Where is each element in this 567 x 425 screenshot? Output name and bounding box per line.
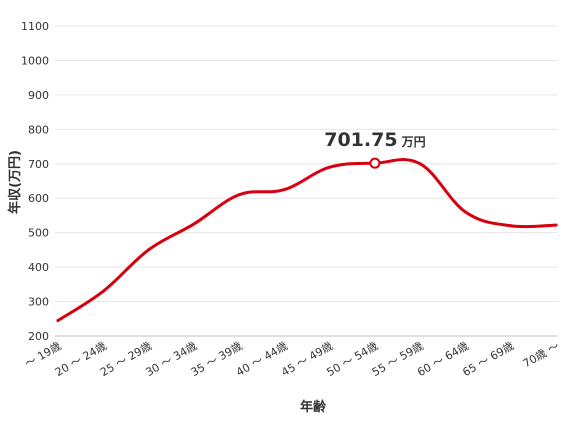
- y-axis-ticks: 200 300 400 500 600 700 800 900 1000 1100: [21, 20, 49, 343]
- y-tick-label: 400: [28, 261, 49, 274]
- y-tick-label: 1100: [21, 20, 49, 33]
- data-point: [463, 210, 467, 214]
- x-tick-label: 65 ～ 69歳: [460, 339, 516, 379]
- y-axis-title: 年収(万円): [7, 150, 23, 214]
- peak-value-label: 701.75: [324, 129, 397, 151]
- peak-callout: 701.75 万円: [324, 129, 425, 151]
- series-layer: [56, 158, 558, 322]
- grid-lines: [55, 25, 558, 337]
- y-tick-label: 1000: [21, 54, 49, 67]
- series-line-0: [56, 158, 558, 322]
- y-tick-label: 300: [28, 296, 49, 309]
- y-tick-label: 500: [28, 227, 49, 240]
- data-point: [237, 193, 241, 197]
- y-tick-label: 900: [28, 89, 49, 102]
- peak-marker: [369, 157, 381, 169]
- data-point: [147, 248, 151, 252]
- data-point: [101, 289, 105, 293]
- x-axis-title: 年齢: [300, 399, 327, 415]
- y-tick-label: 200: [28, 330, 49, 343]
- annotation-layer: 701.75 万円: [324, 129, 426, 169]
- data-point: [509, 224, 513, 228]
- data-point: [56, 319, 60, 322]
- data-point: [554, 223, 558, 227]
- data-point: [328, 165, 332, 169]
- y-tick-label: 600: [28, 192, 49, 205]
- data-point: [192, 222, 196, 226]
- data-point: [418, 162, 422, 166]
- y-tick-label: 800: [28, 123, 49, 136]
- y-tick-label: 700: [28, 158, 49, 171]
- peak-unit-label: 万円: [401, 135, 426, 149]
- x-tick-label: 70歳 ～: [521, 339, 562, 370]
- data-point: [282, 188, 286, 192]
